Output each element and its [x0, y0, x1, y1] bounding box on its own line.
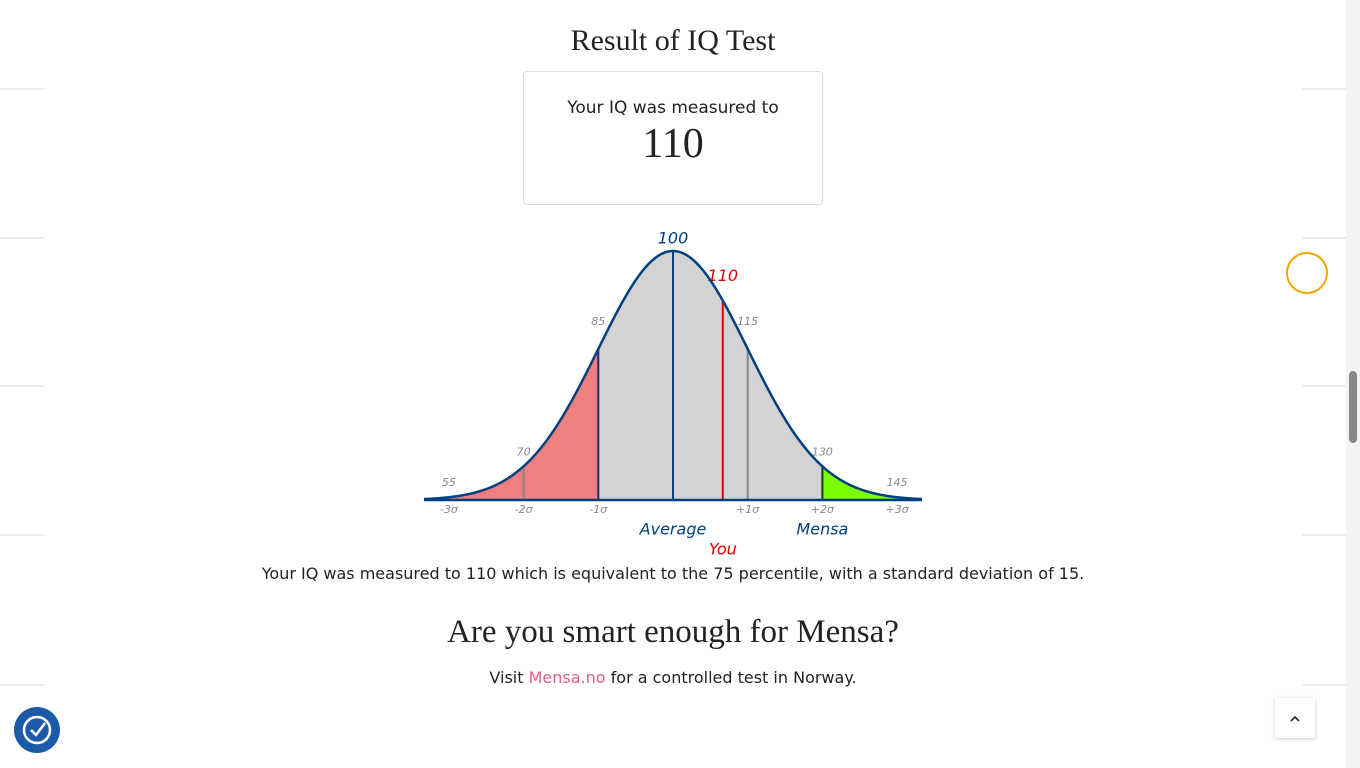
region: [598, 251, 823, 500]
scrollbar: [1346, 0, 1360, 768]
edge: [1302, 385, 1346, 387]
sigma-label: +2σ: [811, 503, 835, 516]
sigma-label: +3σ: [886, 503, 910, 516]
back-to-top[interactable]: [1275, 698, 1315, 738]
mensa-label: Mensa: [796, 520, 848, 539]
sigma-label: -1σ: [589, 503, 608, 516]
tick-label: 100: [658, 229, 689, 248]
tick-label: 130: [812, 445, 833, 458]
sigma-label: +1σ: [736, 503, 760, 516]
edge: [1302, 237, 1346, 239]
edge: [0, 88, 44, 90]
edge: [1302, 88, 1346, 90]
bell-chart: 55 -3σ 70 -2σ 85 -1σ 100 115 +1σ 130 +2σ 145 +3σ 110 A…: [423, 229, 923, 559]
icon: [1290, 715, 1300, 722]
tick-label: 145: [887, 476, 908, 489]
edge: [0, 534, 44, 536]
edge: [0, 385, 44, 387]
tick-label: 85: [591, 315, 605, 328]
result-card: Your IQ was measured to 110: [523, 71, 823, 205]
icon: [22, 715, 52, 745]
page-title: Result of IQ Test: [570, 24, 776, 57]
text: for a controlled test in Norway.: [610, 668, 857, 687]
region: [424, 348, 599, 500]
sigma-label: -2σ: [515, 503, 534, 516]
scroll-thumb[interactable]: [1349, 371, 1357, 443]
score-label: 110: [708, 266, 739, 285]
region: [822, 466, 922, 500]
mensa-heading: Are you smart enough for Mensa?: [447, 614, 899, 650]
edge: [0, 237, 44, 239]
tick-label: 115: [737, 315, 758, 328]
tick-label: 55: [442, 476, 456, 489]
link[interactable]: Mensa.no: [528, 668, 606, 687]
sigma-label: -3σ: [440, 503, 459, 516]
text: Visit: [489, 668, 524, 687]
result-label: Your IQ was measured to: [567, 98, 779, 118]
curve: [423, 249, 923, 501]
tick-label: 70: [517, 445, 531, 458]
you-label: You: [709, 540, 737, 559]
edge: [0, 684, 44, 686]
summary: Your IQ was measured to 110 which is equ…: [261, 564, 1085, 583]
mensa-line: Visit Mensa.no for a controlled test in …: [0, 668, 1346, 687]
result-value: 110: [642, 121, 704, 167]
edge: [1302, 534, 1346, 536]
edge: [1302, 684, 1346, 686]
average-label: Average: [639, 520, 707, 539]
accessibility-button[interactable]: [14, 707, 60, 753]
circle-widget[interactable]: [1286, 252, 1328, 294]
